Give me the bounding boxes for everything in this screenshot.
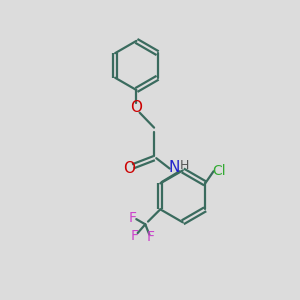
Text: Cl: Cl — [213, 164, 226, 178]
Text: O: O — [124, 161, 136, 176]
Text: F: F — [147, 230, 155, 244]
Text: N: N — [169, 160, 180, 175]
Text: F: F — [129, 211, 137, 224]
Text: O: O — [130, 100, 142, 115]
Text: F: F — [131, 229, 139, 243]
Text: H: H — [180, 159, 190, 172]
